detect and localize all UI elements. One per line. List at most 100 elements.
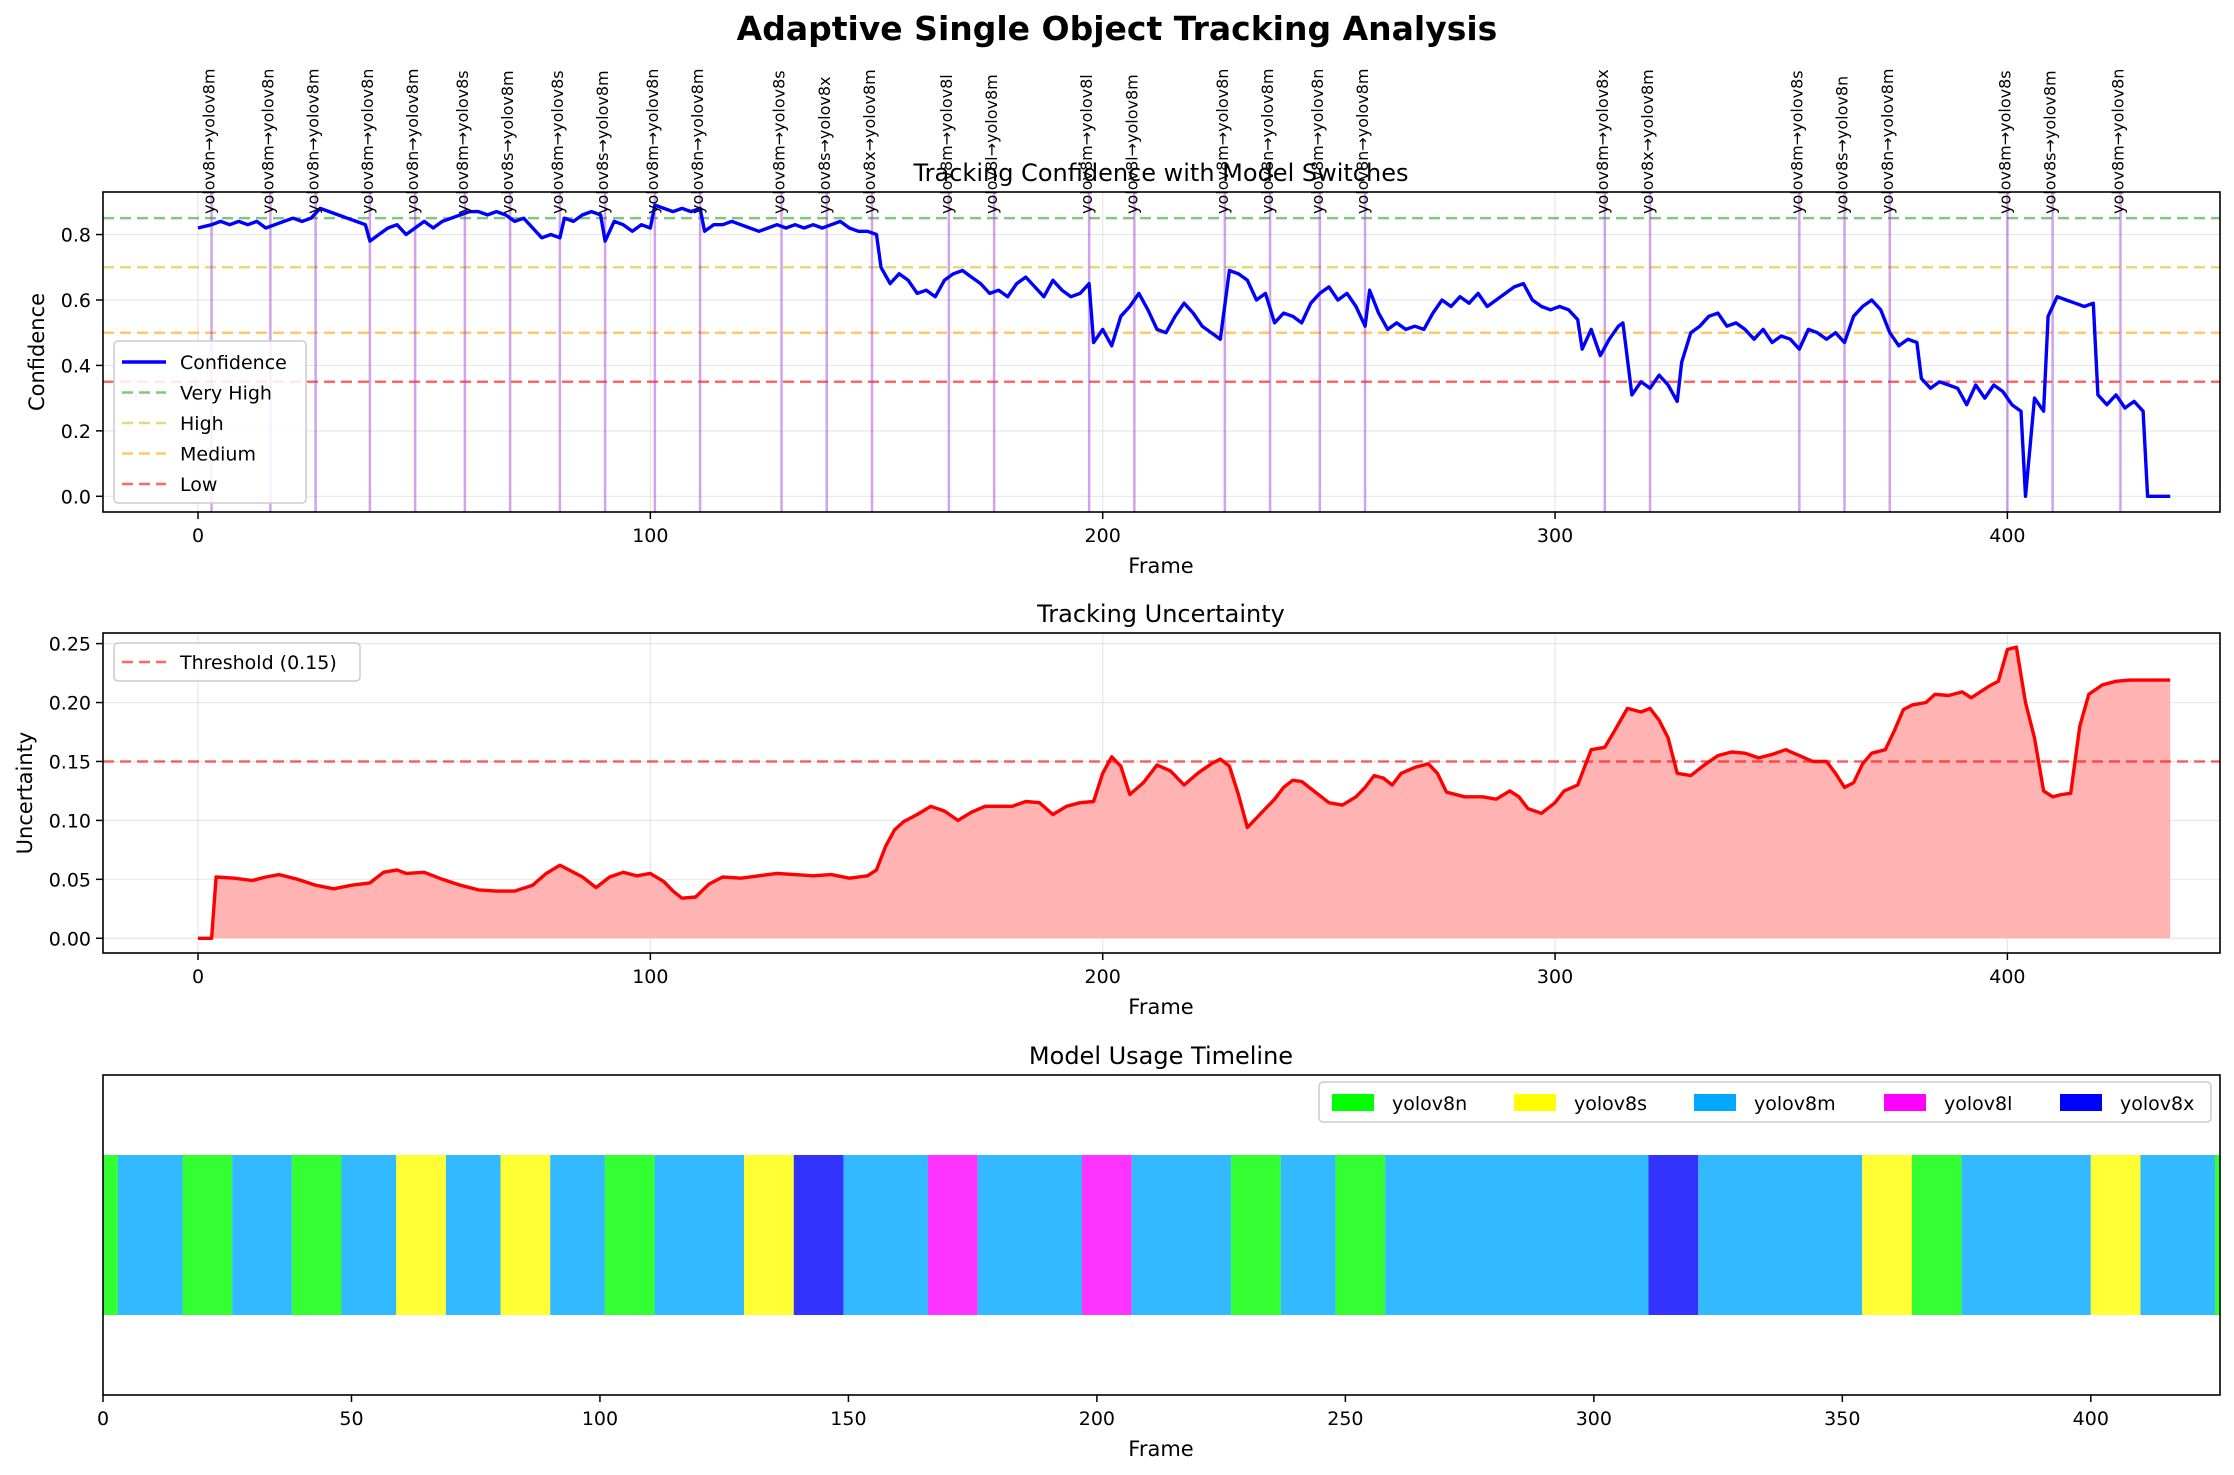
model-usage-panel: 0 50 100 150 200 250 300 350 400 Model Usage Tim… [97,1042,2221,1461]
confidence-grid [103,192,2220,512]
model-usage-legend-swatch [1694,1094,1736,1111]
confidence-legend-label: Medium [180,444,256,466]
model-usage-segment [500,1155,551,1315]
model-usage-segment [927,1155,978,1315]
model-usage-segment [445,1155,501,1315]
model-usage-x-tick-label: 0 [97,1408,109,1430]
model-usage-segment [550,1155,605,1315]
model-usage-segment [843,1155,928,1315]
model-usage-legend-label: yolov8l [1944,1093,2012,1115]
model-usage-segment [977,1155,1082,1315]
confidence-y-tick-label: 0.4 [61,355,91,377]
model-switch-label: yolov8m→yolov8n [358,69,377,214]
model-switch-label: yolov8x→yolov8m [1638,69,1657,214]
model-usage-x-tick-label: 300 [1576,1408,1612,1430]
confidence-x-tick-label: 0 [192,525,204,547]
uncertainty-legend: Threshold (0.15) [113,642,361,682]
model-usage-segment [1862,1155,1912,1315]
uncertainty-y-tick-label: 0.15 [49,751,91,773]
uncertainty-area [198,647,2171,939]
model-usage-x-tick-label: 250 [1327,1408,1363,1430]
model-switch-label: yolov8m→yolov8n [2108,69,2127,214]
model-usage-segment [2215,1155,2220,1315]
confidence-x-tick-label: 100 [632,525,668,547]
model-usage-segment [1280,1155,1336,1315]
model-usage-segments [103,1155,2220,1315]
model-usage-segment [1648,1155,1699,1315]
confidence-legend-box [113,340,307,504]
model-usage-segment [232,1155,292,1315]
uncertainty-panel: 0 100 200 300 400 0.00 0.05 0.10 0.15 0.20 0.25 Tr… [13,600,2221,1019]
model-usage-segment [1698,1155,1863,1315]
model-switch-label: yolov8n→yolov8m [1258,69,1277,214]
confidence-axes-frame [102,191,2221,513]
model-switch-label: yolov8n→yolov8m [200,69,219,214]
confidence-chart-title: Tracking Confidence with Model Switches [913,159,1409,187]
model-usage-segment [744,1155,794,1315]
model-switch-label: yolov8m→yolov8s [548,70,567,214]
model-usage-legend-label: yolov8m [1754,1093,1836,1115]
uncertainty-axes-frame [102,632,2221,954]
confidence-y-tick-label: 0.6 [61,290,91,312]
model-usage-x-tick-label: 200 [1079,1408,1115,1430]
uncertainty-chart-title: Tracking Uncertainty [1036,600,1285,628]
model-switch-label: yolov8s→yolov8m [498,70,517,214]
uncertainty-legend-label: Threshold (0.15) [179,652,337,674]
model-usage-axes-frame [102,1074,2221,1396]
model-switch-label: yolov8s→yolov8m [2041,70,2060,214]
model-usage-legend-box [1318,1081,2212,1123]
model-switch-label: yolov8m→yolov8s [1995,70,2014,214]
model-usage-x-tick-label: 50 [339,1408,363,1430]
uncertainty-ticks: 0 100 200 300 400 0.00 0.05 0.10 0.15 0.20 0.25 [49,634,2026,988]
model-switch-label: yolov8m→yolov8s [453,70,472,214]
model-switch-label: yolov8m→yolov8s [1787,70,1806,214]
confidence-x-label: Frame [1128,554,1193,578]
uncertainty-x-tick-label: 300 [1537,966,1573,988]
model-switch-label: yolov8s→yolov8m [593,70,612,214]
model-usage-legend-swatch [1332,1094,1374,1111]
model-usage-segment [1385,1155,1649,1315]
model-usage-segment [1081,1155,1132,1315]
model-usage-legend: yolov8n yolov8s yolov8m yolov8l yolov8x [1318,1081,2212,1123]
confidence-legend-label: High [180,413,224,435]
model-usage-segment [1231,1155,1281,1315]
model-usage-segment [396,1155,446,1315]
confidence-y-tick-label: 0.2 [61,421,91,443]
model-usage-legend-swatch [1514,1094,1556,1111]
model-usage-x-tick-label: 150 [830,1408,866,1430]
model-usage-legend-swatch [2060,1094,2102,1111]
model-usage-segment [103,1155,118,1315]
confidence-legend-label: Low [180,474,217,496]
model-switch-label: yolov8m→yolov8s [770,70,789,214]
confidence-y-tick-label: 0.0 [61,486,91,508]
uncertainty-y-tick-label: 0.00 [49,928,91,950]
uncertainty-x-tick-label: 400 [1989,966,2025,988]
uncertainty-y-tick-label: 0.10 [49,810,91,832]
model-switch-label: yolov8n→yolov8m [403,69,422,214]
model-usage-segment [604,1155,655,1315]
model-switch-label: yolov8n→yolov8m [1878,69,1897,214]
model-switch-label: yolov8m→yolov8l [937,74,956,214]
model-switch-label: yolov8l→yolov8m [982,74,1001,214]
model-usage-segment [793,1155,844,1315]
confidence-y-label: Confidence [25,293,49,411]
confidence-y-tick-label: 0.8 [61,225,91,247]
model-switch-label: yolov8s→yolov8x [815,77,834,215]
model-switch-label: yolov8n→yolov8m [304,69,323,214]
model-switch-label: yolov8l→yolov8m [1122,74,1141,214]
uncertainty-x-tick-label: 0 [192,966,204,988]
uncertainty-y-label: Uncertainty [13,732,37,855]
model-usage-x-tick-label: 350 [1824,1408,1860,1430]
model-usage-chart-title: Model Usage Timeline [1029,1042,1293,1070]
model-switch-label: yolov8m→yolov8n [1213,69,1232,214]
model-usage-segment [1335,1155,1386,1315]
model-usage-x-label: Frame [1128,1437,1193,1461]
model-usage-segment [1961,1155,2091,1315]
model-usage-legend-swatch [1884,1094,1926,1111]
uncertainty-x-tick-label: 100 [632,966,668,988]
confidence-x-tick-label: 400 [1989,525,2025,547]
model-usage-segment [1131,1155,1232,1315]
model-switch-label: yolov8x→yolov8m [860,69,879,214]
model-switch-label: yolov8m→yolov8n [258,69,277,214]
